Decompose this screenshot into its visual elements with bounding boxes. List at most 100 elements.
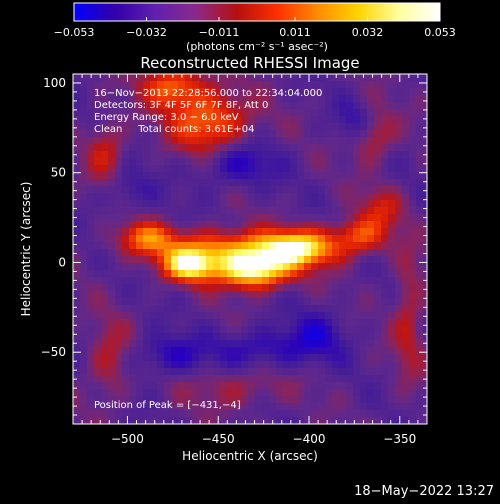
heatmap-cell	[388, 186, 396, 194]
heatmap-cell	[248, 214, 256, 222]
heatmap-cell	[108, 158, 116, 166]
heatmap-cell	[381, 137, 389, 145]
heatmap-cell	[367, 417, 375, 424]
heatmap-cell	[108, 368, 116, 376]
heatmap-cell	[241, 368, 249, 376]
heatmap-cell	[80, 382, 88, 390]
heatmap-cell	[178, 326, 186, 334]
heatmap-cell	[395, 179, 403, 187]
heatmap-cell	[185, 151, 193, 159]
heatmap-cell	[367, 151, 375, 159]
heatmap-cell	[115, 284, 123, 292]
heatmap-cell	[409, 368, 417, 376]
heatmap-cell	[220, 88, 228, 96]
heatmap-cell	[171, 235, 179, 243]
heatmap-cell	[94, 375, 102, 383]
heatmap-cell	[290, 361, 298, 369]
heatmap-cell	[416, 326, 424, 334]
heatmap-cell	[304, 186, 312, 194]
heatmap-cell	[283, 368, 291, 376]
heatmap-cell	[143, 165, 151, 173]
heatmap-cell	[185, 417, 193, 424]
heatmap-cell	[311, 361, 319, 369]
heatmap-cell	[304, 340, 312, 348]
heatmap-cell	[416, 172, 424, 180]
heatmap-cell	[101, 228, 109, 236]
heatmap-cell	[297, 151, 305, 159]
heatmap-cell	[374, 284, 382, 292]
heatmap-cell	[164, 354, 172, 362]
heatmap-cell	[164, 144, 172, 152]
heatmap-cell	[353, 375, 361, 383]
heatmap-cell	[178, 284, 186, 292]
heatmap-cell	[164, 221, 172, 229]
heatmap-cell	[325, 333, 333, 341]
heatmap-cell	[115, 193, 123, 201]
heatmap-cell	[297, 130, 305, 138]
heatmap-cell	[395, 81, 403, 89]
heatmap-cell	[157, 179, 165, 187]
heatmap-cell	[129, 242, 137, 250]
heatmap-cell	[269, 109, 277, 117]
heatmap-cell	[87, 389, 95, 397]
heatmap-cell	[241, 88, 249, 96]
heatmap-cell	[318, 193, 326, 201]
heatmap-cell	[227, 193, 235, 201]
heatmap-cell	[402, 270, 410, 278]
heatmap-cell	[360, 277, 368, 285]
heatmap-cell	[304, 172, 312, 180]
heatmap-cell	[381, 277, 389, 285]
heatmap-cell	[178, 396, 186, 404]
heatmap-cell	[276, 403, 284, 411]
heatmap-cell	[367, 319, 375, 327]
heatmap-cell	[87, 354, 95, 362]
heatmap-cell	[353, 235, 361, 243]
heatmap-cell	[164, 305, 172, 313]
heatmap-cell	[339, 284, 347, 292]
heatmap-cell	[262, 151, 270, 159]
heatmap-cell	[150, 137, 158, 145]
heatmap-cell	[374, 312, 382, 320]
heatmap-cell	[325, 200, 333, 208]
heatmap-cell	[87, 165, 95, 173]
heatmap-cell	[388, 200, 396, 208]
heatmap-cell	[129, 81, 137, 89]
heatmap-cell	[185, 368, 193, 376]
heatmap-cell	[297, 137, 305, 145]
heatmap-cell	[115, 333, 123, 341]
heatmap-cell	[304, 130, 312, 138]
heatmap-cell	[283, 151, 291, 159]
heatmap-cell	[402, 200, 410, 208]
heatmap-cell	[241, 291, 249, 299]
heatmap-cell	[290, 326, 298, 334]
heatmap-cell	[409, 375, 417, 383]
heatmap-cell	[283, 144, 291, 152]
heatmap-cell	[108, 284, 116, 292]
heatmap-cell	[80, 116, 88, 124]
heatmap-cell	[234, 291, 242, 299]
heatmap-cell	[318, 417, 326, 424]
heatmap-cell	[199, 165, 207, 173]
heatmap-cell	[367, 81, 375, 89]
heatmap-cell	[269, 277, 277, 285]
heatmap-cell	[199, 375, 207, 383]
heatmap-cell	[234, 326, 242, 334]
heatmap-cell	[73, 417, 81, 424]
heatmap-cell	[185, 88, 193, 96]
heatmap-cell	[269, 256, 277, 264]
heatmap-cell	[388, 158, 396, 166]
heatmap-cell	[234, 375, 242, 383]
heatmap-cell	[381, 221, 389, 229]
heatmap-cell	[283, 382, 291, 390]
heatmap-cell	[402, 130, 410, 138]
heatmap-cell	[409, 249, 417, 257]
heatmap-cell	[220, 305, 228, 313]
heatmap-cell	[122, 382, 130, 390]
heatmap-cell	[346, 375, 354, 383]
heatmap-cell	[395, 333, 403, 341]
heatmap-cell	[325, 144, 333, 152]
heatmap-cell	[171, 102, 179, 110]
heatmap-cell	[122, 200, 130, 208]
heatmap-cells	[73, 74, 427, 424]
heatmap-cell	[388, 95, 396, 103]
